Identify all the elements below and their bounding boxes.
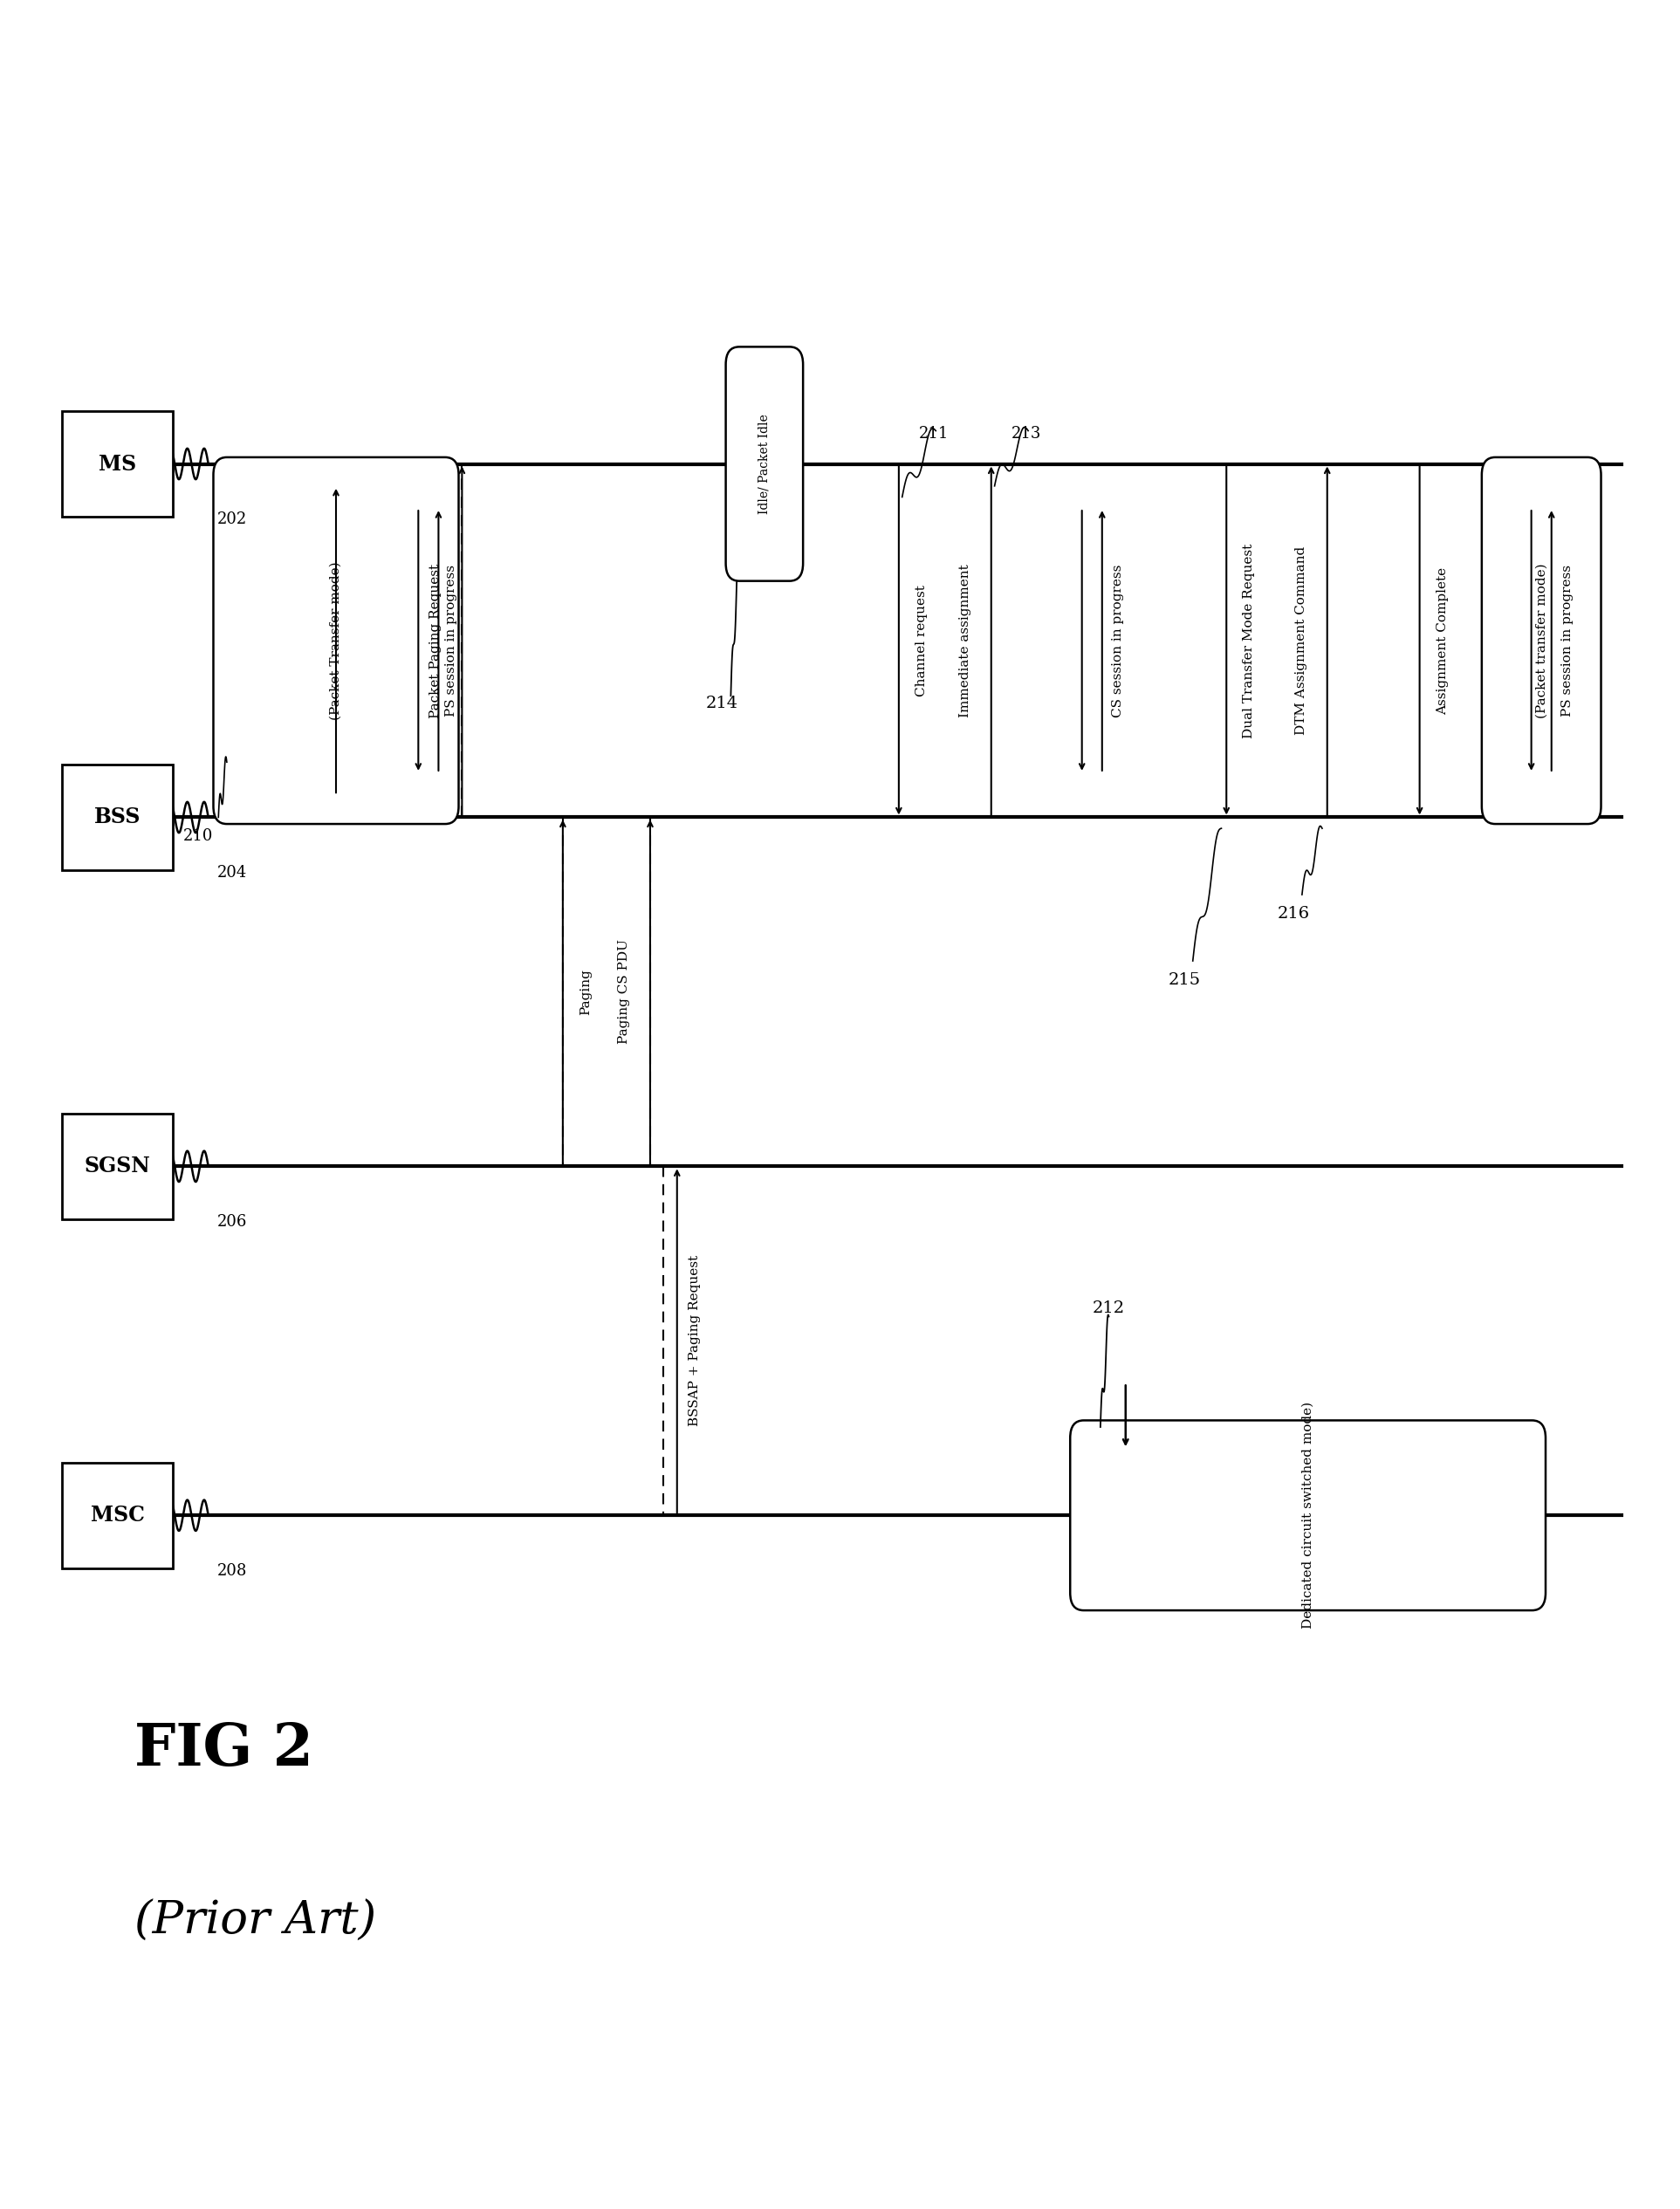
Text: 208: 208 [217,1562,247,1579]
Text: 210: 210 [183,828,213,844]
Text: 206: 206 [217,1213,247,1230]
Text: Channel request: Channel request [916,585,927,696]
Text: FIG 2: FIG 2 [134,1721,312,1778]
Text: 213: 213 [1011,426,1042,442]
Text: Dedicated circuit switched mode): Dedicated circuit switched mode) [1302,1403,1314,1628]
FancyBboxPatch shape [62,1462,173,1568]
Text: BSS: BSS [94,806,141,828]
Text: 212: 212 [1092,1301,1126,1317]
Text: 204: 204 [217,864,247,881]
Text: Idle/ Packet Idle: Idle/ Packet Idle [758,413,771,515]
Text: DTM Assignment Command: DTM Assignment Command [1295,546,1307,736]
FancyBboxPatch shape [62,1113,173,1219]
Text: 214: 214 [706,696,739,711]
Text: Immediate assignment: Immediate assignment [959,563,971,718]
Text: (Packet Transfer mode): (Packet Transfer mode) [329,561,343,720]
Text: PS session in progress: PS session in progress [1562,566,1574,716]
Text: Dual Transfer Mode Request: Dual Transfer Mode Request [1243,543,1255,738]
FancyBboxPatch shape [62,764,173,870]
FancyBboxPatch shape [726,347,803,581]
Text: Paging CS PDU: Paging CS PDU [618,939,630,1045]
Text: MS: MS [99,453,136,475]
Text: 216: 216 [1277,906,1310,921]
Text: MSC: MSC [91,1504,144,1526]
Text: (Packet transfer mode): (Packet transfer mode) [1536,563,1547,718]
Text: PS session in progress: PS session in progress [445,566,457,716]
FancyBboxPatch shape [1070,1420,1546,1610]
Text: 215: 215 [1168,972,1201,987]
Text: CS session in progress: CS session in progress [1112,563,1124,718]
Text: Packet Paging Request: Packet Paging Request [430,563,442,718]
Text: 202: 202 [217,510,247,528]
Text: Assignment Complete: Assignment Complete [1436,568,1448,714]
Text: 211: 211 [919,426,949,442]
Text: Paging: Paging [580,970,591,1014]
Text: SGSN: SGSN [84,1155,151,1177]
FancyBboxPatch shape [1482,457,1601,824]
FancyBboxPatch shape [62,411,173,517]
FancyBboxPatch shape [213,457,459,824]
Text: (Prior Art): (Prior Art) [134,1900,376,1944]
Text: BSSAP + Paging Request: BSSAP + Paging Request [689,1255,701,1427]
